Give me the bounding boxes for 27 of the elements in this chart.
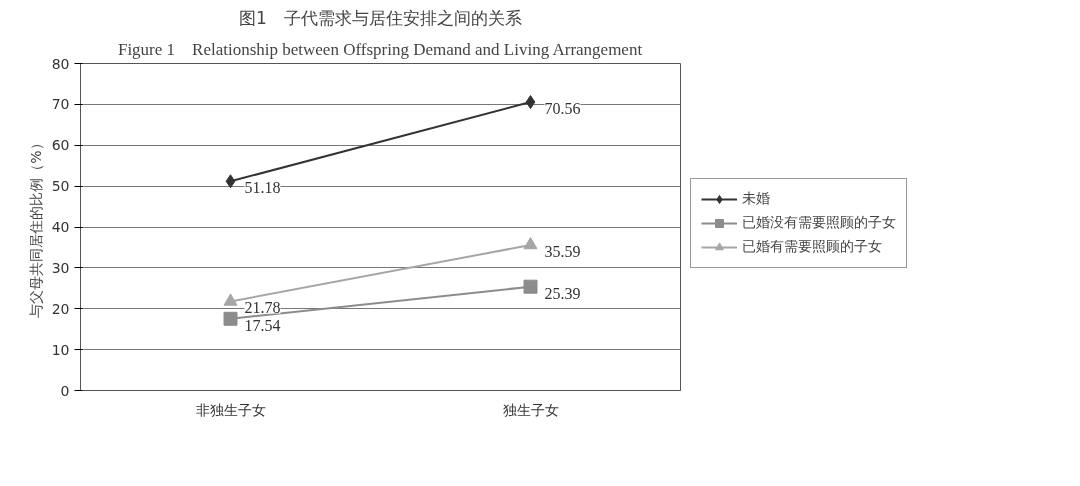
y-tick-label: 40	[51, 219, 70, 235]
chart-subtitle: Figure 1 Relationship between Offspring Demand and Living Arrangement	[117, 39, 643, 59]
data-label: 35.59	[544, 243, 581, 261]
point	[225, 174, 236, 189]
x-tick-label: 独生子女	[502, 401, 559, 418]
y-tick-label: 20	[51, 300, 70, 317]
y-tick-label: 60	[51, 137, 70, 154]
y-tick-label: 70	[51, 96, 70, 113]
y-tick-label: 50	[51, 178, 70, 195]
legend-label: 已婚有需要照顾的子女	[742, 238, 882, 256]
data-label: 70.56	[544, 100, 581, 118]
y-axis-title: 与父母共同居住的比例（%）	[27, 136, 44, 318]
y-tick-label: 10	[51, 341, 70, 358]
chart-title: 图1 子代需求与居住安排之间的关系	[239, 7, 522, 28]
data-label: 25.39	[544, 284, 581, 302]
legend-label: 已婚没有需要照顾的子女	[742, 214, 896, 232]
data-label: 21.78	[244, 299, 281, 317]
legend-label: 未婚	[742, 190, 770, 208]
data-label: 17.54	[244, 316, 281, 334]
data-label: 51.18	[244, 179, 281, 197]
y-tick-label: 0	[60, 382, 70, 399]
x-tick-label: 非独生子女	[195, 401, 266, 418]
point	[525, 95, 536, 110]
point	[223, 311, 238, 326]
point	[523, 279, 538, 294]
y-tick-label: 30	[51, 259, 70, 276]
y-tick-label: 80	[51, 55, 70, 72]
